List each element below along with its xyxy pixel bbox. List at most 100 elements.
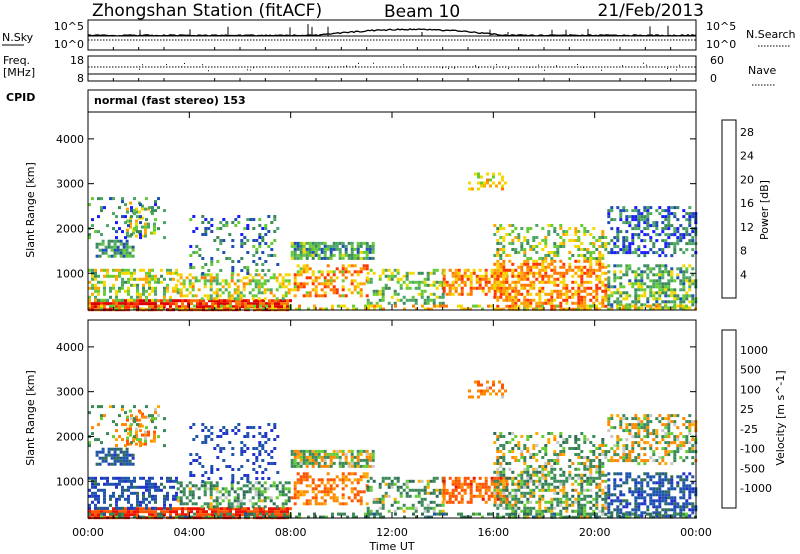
- power-cell: [523, 262, 527, 266]
- velocity-cell: [129, 430, 132, 434]
- power-cell: [685, 218, 689, 222]
- power-cell: [326, 264, 330, 268]
- power-cell: [631, 304, 634, 308]
- velocity-cell: [257, 496, 261, 500]
- power-cell: [381, 295, 385, 299]
- power-cell: [496, 271, 500, 275]
- velocity-cell: [646, 505, 650, 509]
- power-cell: [559, 236, 563, 239]
- power-cell: [607, 285, 611, 289]
- velocity-cell: [222, 426, 226, 429]
- velocity-cell: [454, 488, 458, 492]
- velocity-cell: [329, 461, 333, 465]
- velocity-cell: [299, 481, 303, 485]
- velocity-cell: [378, 482, 382, 486]
- power-cell: [679, 267, 683, 271]
- velocity-cell: [622, 481, 626, 485]
- power-cell: [142, 299, 145, 303]
- velocity-cell: [341, 464, 345, 468]
- velocity-cell: [613, 459, 617, 463]
- power-cell: [262, 302, 265, 306]
- velocity-cell: [399, 491, 403, 495]
- power-cell: [580, 224, 584, 227]
- velocity-cell: [106, 479, 109, 483]
- power-cell: [493, 289, 497, 293]
- power-cell: [139, 302, 142, 306]
- velocity-cell: [544, 488, 548, 492]
- velocity-cell: [163, 494, 166, 498]
- velocity-cell: [622, 447, 626, 451]
- velocity-cell: [691, 481, 695, 485]
- velocity-cell: [454, 494, 458, 498]
- power-cell: [592, 245, 596, 248]
- power-cell: [493, 271, 497, 275]
- velocity-cell: [100, 414, 103, 418]
- velocity-cell: [341, 449, 345, 453]
- velocity-cell: [91, 476, 94, 480]
- power-cell: [643, 270, 647, 274]
- power-colorbar-tick: 24: [740, 150, 754, 163]
- velocity-cell: [499, 444, 503, 447]
- velocity-cell: [350, 472, 354, 476]
- power-cell: [271, 304, 274, 308]
- power-cell: [145, 197, 148, 201]
- velocity-cell: [496, 435, 500, 438]
- power-cell: [520, 268, 524, 272]
- power-cell: [691, 212, 695, 216]
- power-cell: [299, 267, 303, 271]
- power-cell: [601, 254, 605, 257]
- velocity-cell: [646, 420, 650, 424]
- power-cell: [247, 304, 250, 308]
- velocity-cell: [341, 493, 345, 497]
- power-cell: [130, 302, 133, 306]
- power-cell: [252, 245, 256, 248]
- velocity-cell: [215, 481, 219, 485]
- power-cell: [145, 289, 148, 293]
- power-cell: [679, 297, 683, 301]
- power-cell: [91, 277, 94, 281]
- power-cell: [371, 247, 375, 251]
- velocity-cell: [344, 458, 348, 462]
- power-cell: [541, 227, 545, 230]
- velocity-cell: [194, 484, 198, 488]
- velocity-cell: [199, 513, 202, 517]
- power-cell: [598, 251, 602, 254]
- power-cell: [550, 289, 554, 293]
- velocity-cell: [272, 484, 276, 488]
- power-cell: [673, 233, 677, 237]
- power-cell: [565, 230, 569, 233]
- power-cell: [538, 304, 542, 308]
- velocity-cell: [664, 514, 668, 518]
- power-cell: [338, 250, 342, 254]
- velocity-cell: [685, 478, 689, 482]
- velocity-cell: [274, 510, 277, 514]
- velocity-cell: [682, 481, 686, 485]
- power-cell: [508, 254, 512, 257]
- power-cell: [116, 239, 120, 243]
- power-cell: [138, 210, 141, 214]
- power-cell: [643, 288, 647, 292]
- velocity-cell: [429, 500, 433, 504]
- power-cell: [475, 304, 478, 308]
- velocity-cell: [658, 499, 662, 503]
- power-cell: [97, 298, 100, 302]
- power-cell: [329, 250, 333, 254]
- power-cell: [396, 298, 400, 302]
- power-cell: [616, 227, 620, 231]
- power-cell: [472, 271, 476, 275]
- power-cell: [577, 265, 581, 269]
- power-cell: [589, 271, 593, 275]
- velocity-cell: [658, 496, 662, 500]
- velocity-cell: [568, 459, 572, 462]
- velocity-cell: [499, 456, 503, 459]
- velocity-cell: [499, 435, 503, 438]
- power-cell: [504, 181, 507, 185]
- power-cell: [290, 256, 294, 260]
- velocity-cell: [661, 484, 665, 488]
- velocity-cell: [411, 503, 415, 507]
- power-cell: [535, 307, 538, 311]
- power-cell: [323, 241, 327, 245]
- velocity-cell: [226, 507, 229, 511]
- velocity-cell: [284, 481, 288, 485]
- power-cell: [305, 276, 309, 280]
